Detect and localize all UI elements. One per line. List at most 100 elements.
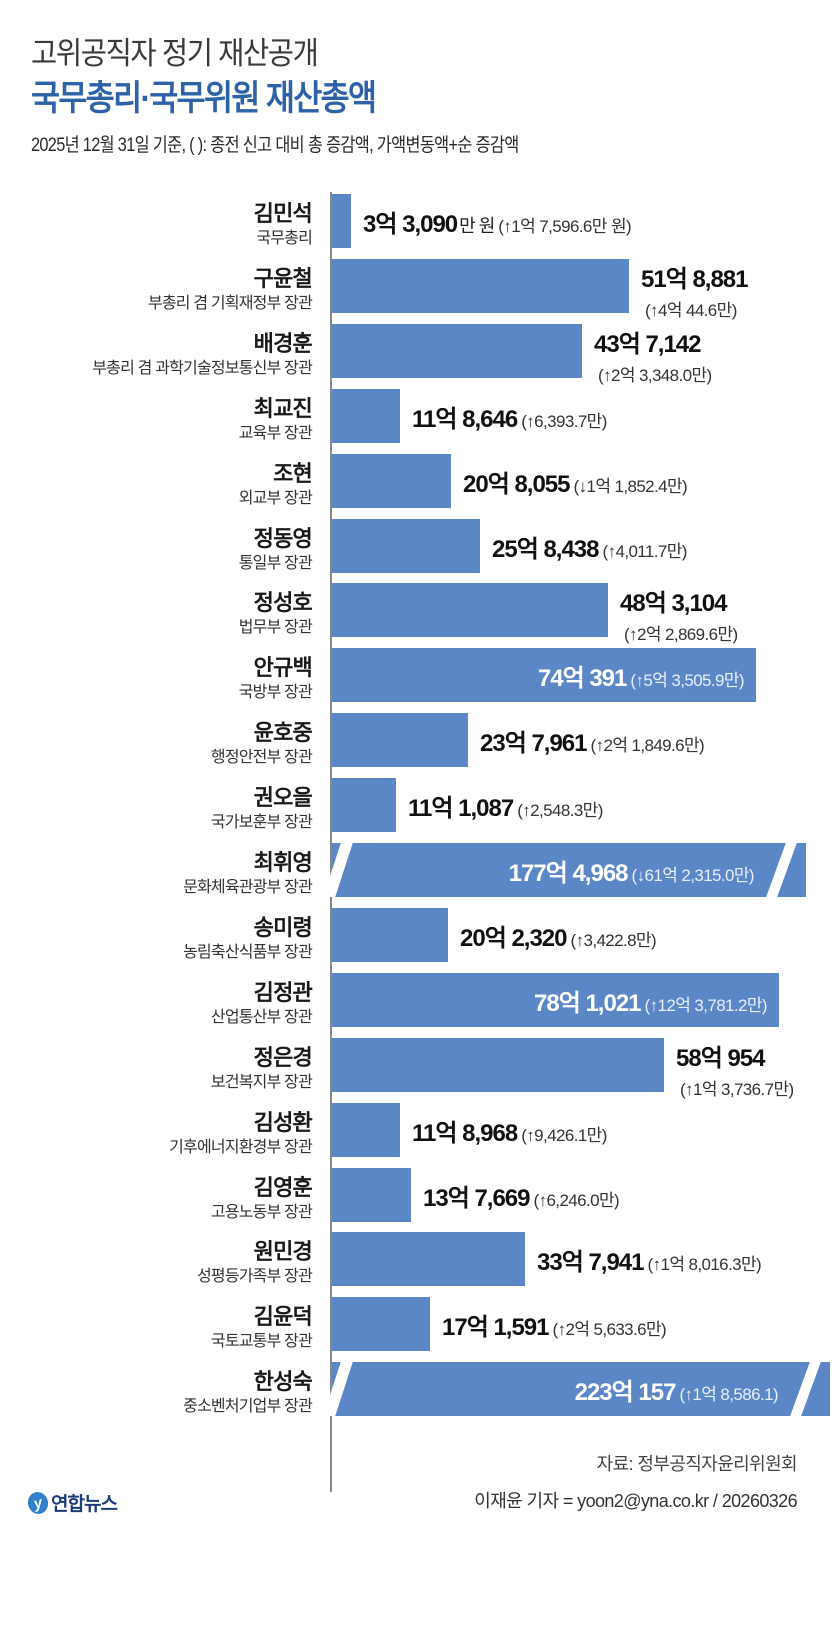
asset-amount: 74억 391	[537, 665, 627, 693]
official-role: 산업통산부 장관	[210, 1008, 313, 1026]
official-name: 안규백	[253, 655, 313, 681]
asset-amount: 20억 8,055	[463, 470, 571, 498]
change-amount: (↑6,246.0만)	[533, 1190, 620, 1210]
asset-amount: 23억 7,961	[480, 730, 588, 758]
official-name: 원민경	[253, 1239, 313, 1265]
asset-bar	[332, 1037, 664, 1092]
official-name: 윤호중	[253, 720, 313, 746]
asset-amount: 3억 3,090	[363, 211, 458, 238]
value-label: 78억 1,021 (↑12억 3,781.2만)	[534, 983, 768, 1018]
asset-bar	[332, 1102, 400, 1157]
value-label: 17억 1,591 (↑2억 5,633.6만)	[442, 1307, 667, 1342]
official-name: 김민석	[253, 201, 313, 226]
asset-bar	[332, 194, 351, 248]
asset-bar	[332, 1297, 430, 1352]
value-label: 20억 2,320 (↑3,422.8만)	[460, 918, 657, 953]
value-label: 43억 7,142 (↑2억 3,348.0만)	[594, 324, 712, 386]
bar-row: 정성호 법무부 장관 48억 3,104 (↑2억 2,869.6만)	[0, 579, 835, 645]
value-label: 33억 7,941 (↑1억 8,016.3만)	[537, 1242, 762, 1277]
change-amount: (↑9,426.1만)	[521, 1125, 607, 1145]
official-name: 송미령	[253, 914, 313, 940]
change-amount: (↑2억 2,869.6만)	[624, 625, 738, 645]
asset-amount: 43억 7,142	[594, 330, 702, 358]
asset-amount: 25억 8,438	[492, 535, 600, 563]
official-role: 국무총리	[256, 230, 312, 247]
asset-amount: 13억 7,669	[423, 1184, 531, 1212]
value-label: 74억 391 (↑5억 3,505.9만)	[537, 658, 745, 693]
bar-row: 송미령 농림축산식품부 장관 20억 2,320 (↑3,422.8만)	[0, 904, 835, 968]
change-amount: (↑1억 3,736.7만)	[680, 1079, 794, 1099]
value-label: 11억 1,087 (↑2,548.3만)	[408, 788, 603, 823]
official-name: 김영훈	[253, 1174, 313, 1200]
value-label: 48억 3,104 (↑2억 2,869.6만)	[620, 583, 738, 645]
asset-bar	[332, 323, 582, 378]
asset-amount: 17억 1,591	[442, 1314, 550, 1342]
official-name: 김정관	[253, 979, 313, 1005]
official-name: 조현	[273, 460, 313, 486]
value-label: 13억 7,669 (↑6,246.0만)	[423, 1178, 620, 1213]
chart-subtitle: 2025년 12월 31일 기준, ( ): 종전 신고 대비 총 증감액, 가…	[31, 135, 519, 156]
asset-bar	[332, 1362, 830, 1417]
chart-title: 국무총리·국무위원 재산총액	[31, 79, 377, 118]
source-note: 자료: 정부공직자윤리위원회	[596, 1454, 798, 1474]
value-label: 20억 8,055 (↓1억 1,852.4만)	[463, 464, 688, 499]
asset-bar	[332, 1232, 525, 1287]
bar-row: 구윤철 부총리 겸 기획재정부 장관 51억 8,881 (↑4억 44.6만)	[0, 255, 835, 320]
yonhap-logo-text: 연합뉴스	[51, 1494, 118, 1515]
value-label: 23억 7,961 (↑2억 1,849.6만)	[480, 723, 705, 758]
official-name: 정성호	[253, 590, 313, 616]
official-name: 한성숙	[253, 1369, 313, 1395]
official-name: 정은경	[253, 1044, 313, 1070]
bar-row: 조현 외교부 장관 20억 8,055 (↓1억 1,852.4만)	[0, 450, 835, 514]
asset-bar	[332, 713, 468, 768]
change-amount: (↓1억 1,852.4만)	[573, 476, 688, 496]
change-amount: (↑4억 44.6만)	[645, 300, 737, 320]
official-role: 중소벤처기업부 장관	[183, 1398, 313, 1416]
asset-bar	[332, 843, 806, 897]
change-amount: (↑5억 3,505.9만)	[630, 671, 744, 691]
value-label: 25억 8,438 (↑4,011.7만)	[492, 529, 687, 564]
asset-bar	[332, 778, 396, 833]
value-label: 3억 3,090 만 원 (↑1억 7,596.6만 원)	[363, 204, 632, 239]
supertitle: 고위공직자 정기 재산공개	[31, 36, 319, 71]
change-amount: (↑1억 8,586.1)	[679, 1385, 778, 1405]
value-label: 58억 954 (↑1억 3,736.7만)	[676, 1038, 794, 1100]
official-name: 정동영	[253, 525, 313, 551]
asset-amount: 78억 1,021	[534, 989, 642, 1017]
asset-bar	[332, 583, 608, 638]
official-name: 구윤철	[253, 265, 313, 291]
change-amount: (↑2억 3,348.0만)	[598, 365, 712, 385]
change-amount: (↓61억 2,315.0만)	[631, 866, 755, 885]
asset-bar	[332, 453, 451, 508]
bar-row: 김성환 기후에너지환경부 장관 11억 8,968 (↑9,426.1만)	[0, 1099, 835, 1163]
bar-row: 최교진 교육부 장관 11억 8,646 (↑6,393.7만)	[0, 385, 835, 449]
bar-row: 안규백 국방부 장관 74억 391 (↑5억 3,505.9만)	[0, 644, 835, 708]
yonhap-logo-icon: y	[25, 1489, 51, 1516]
official-role: 국토교통부 장관	[210, 1333, 313, 1351]
official-role: 고용노동부 장관	[210, 1203, 313, 1221]
official-role: 행정안전부 장관	[210, 749, 313, 767]
change-amount: (↑1억 8,016.3만)	[647, 1255, 762, 1275]
official-role: 교육부 장관	[238, 424, 313, 442]
official-name: 권오을	[253, 785, 313, 811]
bar-row: 김윤덕 국토교통부 장관 17억 1,591 (↑2억 5,633.6만)	[0, 1293, 835, 1357]
official-role: 성평등가족부 장관	[196, 1268, 313, 1286]
yonhap-logo: y 연합뉴스	[25, 1489, 118, 1516]
y-axis-line	[330, 192, 332, 1492]
asset-bar	[332, 972, 779, 1027]
value-label: 11억 8,646 (↑6,393.7만)	[412, 399, 607, 434]
asset-bar	[332, 388, 400, 443]
value-label: 223억 157 (↑1억 8,586.1)	[575, 1372, 779, 1407]
asset-bar	[332, 648, 756, 703]
asset-amount: 51억 8,881	[641, 265, 749, 293]
official-role: 국가보훈부 장관	[210, 814, 313, 832]
change-amount: (↑12억 3,781.2만)	[644, 995, 768, 1015]
change-amount: (↑2억 1,849.6만)	[590, 736, 705, 756]
bar-row: 최휘영 문화체육관광부 장관 177억 4,968 (↓61억 2,315.0만)	[0, 839, 835, 903]
official-role: 부총리 겸 과학기술정보통신부 장관	[92, 359, 313, 377]
change-amount: (↑2,548.3만)	[517, 801, 603, 821]
